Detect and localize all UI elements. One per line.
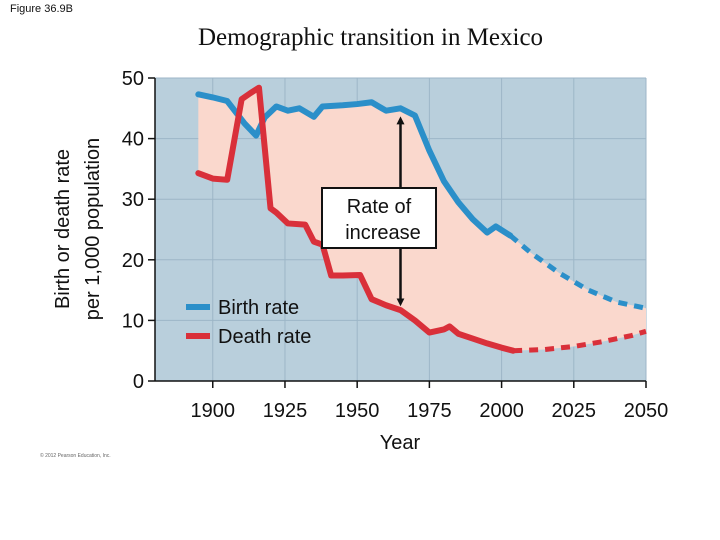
rate-of-increase-label: Rate of increase bbox=[321, 187, 437, 249]
x-tick-label-1925: 1925 bbox=[263, 400, 308, 422]
copyright-notice: © 2012 Pearson Education, Inc. bbox=[40, 453, 111, 459]
birth-rate-projection-line bbox=[508, 233, 647, 311]
rate-of-increase-text-line2: increase bbox=[345, 222, 421, 244]
series-layer bbox=[195, 84, 647, 354]
chart-title: Demographic transition in Mexico bbox=[198, 24, 544, 51]
x-tick-label-2025: 2025 bbox=[552, 400, 597, 422]
legend-death-label: Death rate bbox=[218, 326, 311, 348]
rate-of-increase-box bbox=[321, 187, 437, 249]
legend-birth-label: Birth rate bbox=[218, 297, 299, 319]
y-tick-label-10: 10 bbox=[122, 310, 144, 332]
y-tick-label-20: 20 bbox=[122, 250, 144, 272]
death-rate-line bbox=[195, 84, 517, 354]
legend: Birth rate Death rate bbox=[186, 297, 311, 348]
x-axis-title: Year bbox=[380, 432, 421, 454]
y-tick-label-30: 30 bbox=[122, 189, 144, 211]
x-tick-label-2050: 2050 bbox=[624, 400, 669, 422]
birth-rate-line bbox=[195, 91, 514, 239]
y-axis-title-line2: per 1,000 population bbox=[82, 138, 104, 320]
x-tick-label-1975: 1975 bbox=[407, 400, 452, 422]
y-tick-label-40: 40 bbox=[122, 129, 144, 151]
y-tick-label-50: 50 bbox=[122, 68, 144, 90]
rate-of-increase-text-line1: Rate of bbox=[347, 196, 412, 218]
y-tick-label-0: 0 bbox=[133, 371, 144, 393]
axes: 0 10 20 30 40 50 1900 1925 1950 1975 2000 2025 2050 bbox=[122, 68, 669, 422]
y-axis-title-line1: Birth or death rate bbox=[52, 149, 74, 309]
figure-label: Figure 36.9B bbox=[10, 3, 73, 15]
x-tick-label-1950: 1950 bbox=[335, 400, 380, 422]
x-tick-label-2000: 2000 bbox=[479, 400, 524, 422]
x-tick-label-1900: 1900 bbox=[191, 400, 236, 422]
